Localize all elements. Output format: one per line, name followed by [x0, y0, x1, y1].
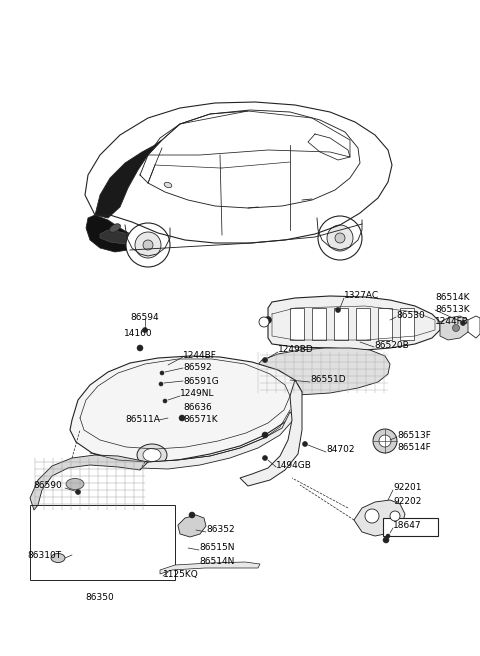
Circle shape	[159, 382, 163, 386]
Text: 1327AC: 1327AC	[344, 291, 379, 300]
Polygon shape	[178, 515, 206, 537]
Circle shape	[264, 316, 272, 323]
Ellipse shape	[51, 554, 65, 562]
Polygon shape	[160, 562, 260, 574]
Circle shape	[160, 371, 164, 375]
Circle shape	[365, 509, 379, 523]
Text: 86513K: 86513K	[435, 304, 469, 314]
Text: 86530: 86530	[396, 310, 425, 319]
Text: 86594: 86594	[131, 314, 159, 323]
FancyBboxPatch shape	[378, 308, 392, 340]
Circle shape	[263, 455, 267, 461]
Text: 14160: 14160	[124, 329, 152, 337]
Circle shape	[126, 223, 170, 267]
Text: 86636: 86636	[183, 403, 212, 411]
Polygon shape	[100, 230, 135, 244]
Circle shape	[135, 232, 161, 258]
Text: 86514K: 86514K	[435, 293, 469, 302]
Circle shape	[189, 512, 195, 518]
Circle shape	[335, 233, 345, 243]
Polygon shape	[140, 412, 295, 469]
Circle shape	[143, 240, 153, 250]
Ellipse shape	[164, 182, 172, 188]
FancyBboxPatch shape	[356, 308, 370, 340]
Circle shape	[386, 534, 390, 538]
Text: 1249NL: 1249NL	[180, 390, 215, 398]
Text: 86515N: 86515N	[199, 544, 235, 552]
FancyBboxPatch shape	[400, 308, 414, 340]
Circle shape	[75, 489, 81, 495]
Text: 86514F: 86514F	[397, 443, 431, 453]
Polygon shape	[95, 140, 162, 218]
Circle shape	[163, 399, 167, 403]
Text: 86350: 86350	[85, 594, 114, 602]
Text: 86511A: 86511A	[125, 415, 160, 424]
Circle shape	[327, 225, 353, 251]
Ellipse shape	[66, 478, 84, 489]
Text: 1244FB: 1244FB	[435, 316, 469, 325]
Text: 92201: 92201	[393, 483, 421, 493]
FancyBboxPatch shape	[312, 308, 326, 340]
Circle shape	[373, 429, 397, 453]
Polygon shape	[440, 316, 468, 340]
Text: 1494GB: 1494GB	[276, 461, 312, 470]
Circle shape	[259, 317, 269, 327]
Polygon shape	[240, 380, 302, 486]
Circle shape	[383, 537, 389, 543]
Circle shape	[453, 325, 459, 331]
Text: 86520B: 86520B	[374, 340, 409, 350]
Text: 86513F: 86513F	[397, 430, 431, 440]
Text: 86551D: 86551D	[310, 375, 346, 384]
Circle shape	[379, 435, 391, 447]
Polygon shape	[70, 356, 302, 462]
Ellipse shape	[137, 444, 167, 466]
Circle shape	[137, 345, 143, 351]
Text: 86571K: 86571K	[183, 415, 217, 424]
Polygon shape	[268, 296, 440, 350]
Circle shape	[263, 358, 267, 363]
Text: 84702: 84702	[326, 445, 355, 455]
Text: 86592: 86592	[183, 363, 212, 373]
Text: 86310T: 86310T	[28, 552, 62, 560]
Circle shape	[390, 511, 400, 521]
Polygon shape	[252, 348, 390, 395]
Circle shape	[143, 327, 147, 333]
Circle shape	[460, 321, 466, 325]
Polygon shape	[354, 500, 405, 536]
Text: 92202: 92202	[393, 497, 421, 506]
Circle shape	[302, 441, 308, 447]
FancyBboxPatch shape	[334, 308, 348, 340]
Text: 86352: 86352	[206, 525, 235, 535]
Circle shape	[318, 216, 362, 260]
FancyBboxPatch shape	[383, 518, 438, 536]
Text: 86514N: 86514N	[199, 556, 234, 565]
FancyBboxPatch shape	[290, 308, 304, 340]
Polygon shape	[86, 215, 135, 252]
Text: 86591G: 86591G	[183, 377, 219, 386]
Text: 1249BD: 1249BD	[278, 346, 314, 354]
Ellipse shape	[109, 224, 120, 232]
Text: 86590: 86590	[33, 482, 62, 491]
Ellipse shape	[143, 449, 161, 462]
Polygon shape	[30, 455, 148, 510]
Text: 1244BF: 1244BF	[183, 350, 217, 359]
Circle shape	[179, 415, 185, 421]
Text: 1125KQ: 1125KQ	[163, 569, 199, 579]
Text: 18647: 18647	[393, 522, 421, 531]
Circle shape	[262, 432, 268, 438]
Circle shape	[336, 308, 340, 312]
